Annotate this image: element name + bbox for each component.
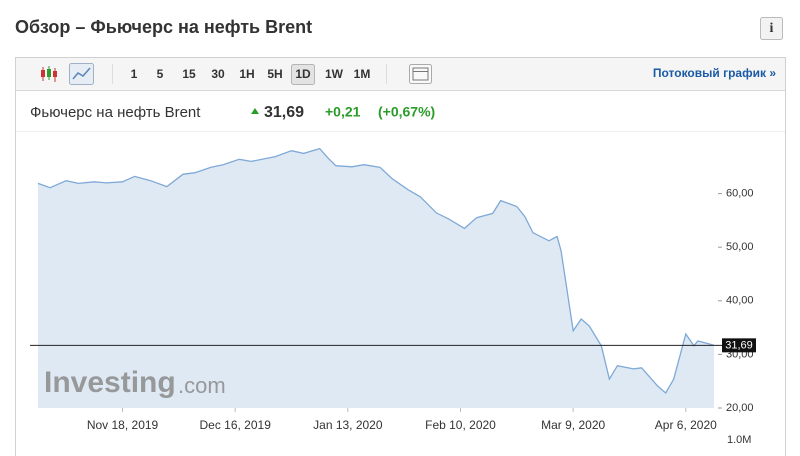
- x-tick-label: Jan 13, 2020: [313, 418, 383, 432]
- quote-price: 31,69: [264, 104, 304, 121]
- page-title: Обзор – Фьючерс на нефть Brent: [15, 17, 312, 37]
- volume-label: 1.0M: [727, 434, 751, 446]
- info-button[interactable]: [760, 17, 783, 40]
- table-button[interactable]: [409, 64, 432, 84]
- watermark-brand: Investing: [44, 366, 176, 399]
- watermark: Investing .com: [44, 366, 226, 399]
- x-tick-label: Feb 10, 2020: [425, 418, 496, 432]
- line: [37, 147, 715, 395]
- streaming-link[interactable]: Потоковый график »: [653, 66, 776, 80]
- quote-name: Фьючерс на нефть Brent: [30, 104, 201, 121]
- info-icon: i: [770, 21, 774, 36]
- x-tick-label: Dec 16, 2019: [199, 418, 271, 432]
- interval-button[interactable]: 30: [211, 67, 225, 81]
- plot: [37, 147, 715, 408]
- y-tick-label: 20,00: [726, 402, 754, 414]
- widget-border: [15, 57, 786, 456]
- interval-button[interactable]: 15: [182, 67, 196, 81]
- toolbar: [16, 58, 785, 90]
- quote-change: +0,21: [325, 104, 361, 120]
- area: [38, 148, 714, 408]
- x-tick-label: Mar 9, 2020: [541, 418, 605, 432]
- line-button[interactable]: [69, 63, 94, 85]
- interval-button[interactable]: 1W: [325, 67, 344, 81]
- y-tick-label: 50,00: [726, 241, 754, 253]
- interval-button[interactable]: 5: [157, 67, 164, 81]
- y-tick-label: 60,00: [726, 188, 754, 200]
- interval-button[interactable]: 1D: [295, 67, 311, 81]
- last-price-label: 31,69: [725, 340, 753, 352]
- interval-button[interactable]: 1M: [354, 67, 371, 81]
- x-tick-label: Apr 6, 2020: [655, 418, 717, 432]
- last-price-box: [722, 338, 756, 353]
- y-tick-label: 40,00: [726, 295, 754, 307]
- watermark-suffix: .com: [178, 373, 226, 398]
- interval-button[interactable]: 1H: [239, 67, 254, 81]
- up-arrow: [251, 108, 259, 114]
- quote-change-percent: (+0,67%): [378, 104, 435, 120]
- x-tick-label: Nov 18, 2019: [87, 418, 159, 432]
- candle-button[interactable]: [41, 66, 57, 82]
- interval-selected: [291, 64, 315, 85]
- interval-button[interactable]: 5H: [267, 67, 282, 81]
- interval-button[interactable]: 1: [131, 67, 138, 81]
